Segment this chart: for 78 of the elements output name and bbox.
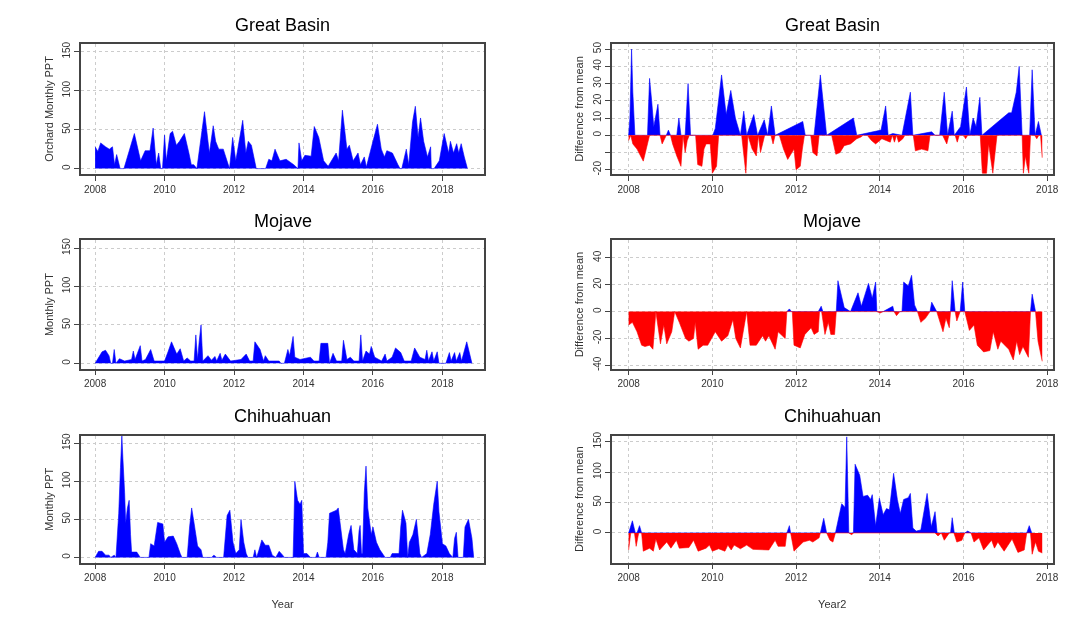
- x-tick-label: 2018: [431, 378, 454, 390]
- x-tick-label: 2014: [868, 378, 892, 390]
- y-axis-title: Difference from mean: [573, 251, 586, 358]
- x-tick-label: 2014: [868, 183, 892, 195]
- chart-title: Great Basin: [235, 15, 331, 35]
- y-tick-label: 100: [61, 276, 73, 294]
- x-tick-label: 2012: [784, 183, 808, 195]
- y-tick-label: 100: [61, 80, 73, 98]
- x-tick-label: 2014: [292, 378, 316, 390]
- x-axis-title: Year: [271, 598, 295, 611]
- x-tick-label: 2016: [361, 378, 385, 390]
- x-tick-label: 2010: [701, 183, 724, 195]
- y-tick-label: 10: [592, 110, 604, 123]
- y-axis-title: Monthly PPT: [42, 272, 55, 337]
- x-tick-label: 2008: [617, 183, 641, 195]
- x-tick-label: 2010: [153, 378, 177, 390]
- y-tick-label: 40: [592, 58, 604, 71]
- y-tick-label: 50: [61, 511, 73, 524]
- x-tick-label: 2012: [784, 378, 808, 390]
- x-tick-label: 2018: [1036, 572, 1059, 584]
- y-tick-label: 0: [61, 358, 73, 365]
- x-tick-label: 2008: [83, 378, 107, 390]
- x-tick-label: 2016: [952, 378, 976, 390]
- y-tick-label: 50: [592, 495, 604, 507]
- chart-title: Chihuahuan: [784, 406, 882, 426]
- x-tick-label: 2014: [292, 572, 316, 584]
- x-tick-label: 2014: [868, 572, 892, 584]
- y-axis-title: Monthly PPT: [42, 467, 55, 531]
- chart-title: Mojave: [254, 211, 313, 231]
- y-axis-title: Difference from mean: [573, 446, 586, 552]
- x-tick-label: 2010: [701, 572, 724, 584]
- y-tick-label: 0: [592, 306, 604, 313]
- y-tick-label: 100: [592, 461, 604, 479]
- x-tick-label: 2016: [952, 572, 976, 584]
- x-tick-label: 2018: [1036, 378, 1059, 390]
- y-tick-label: 20: [592, 277, 604, 289]
- x-tick-label: 2014: [292, 183, 316, 195]
- y-tick-label: 20: [592, 93, 604, 105]
- x-tick-label: 2018: [431, 572, 454, 584]
- x-tick-label: 2018: [431, 183, 454, 195]
- x-axis-title: Year2: [818, 598, 847, 611]
- y-tick-label: 150: [61, 41, 73, 59]
- x-tick-label: 2010: [153, 183, 177, 195]
- y-tick-label: 40: [592, 250, 604, 262]
- x-tick-label: 2012: [222, 572, 246, 584]
- y-tick-label: 150: [61, 432, 73, 451]
- x-tick-label: 2012: [222, 183, 246, 195]
- x-tick-label: 2010: [153, 572, 177, 584]
- y-axis-title: Difference from mean: [573, 56, 586, 162]
- y-tick-label: 50: [61, 317, 73, 329]
- y-tick-label: 50: [61, 122, 73, 134]
- x-tick-label: 2012: [784, 572, 808, 584]
- x-tick-label: 2010: [701, 378, 724, 390]
- y-tick-label: -20: [592, 329, 604, 345]
- x-tick-label: 2008: [83, 183, 107, 195]
- y-tick-label: 0: [61, 163, 73, 170]
- x-tick-label: 2016: [952, 183, 976, 195]
- y-tick-label: 0: [592, 528, 604, 535]
- x-tick-label: 2016: [361, 183, 385, 195]
- y-axis-title: Orchard Monthly PPT: [42, 55, 55, 162]
- y-tick-label: 150: [592, 431, 604, 449]
- y-tick-label: 50: [592, 41, 604, 54]
- x-tick-label: 2008: [617, 572, 641, 584]
- x-tick-label: 2008: [83, 572, 107, 584]
- x-tick-label: 2008: [617, 378, 641, 390]
- chart-title: Great Basin: [785, 15, 881, 35]
- y-tick-label: 100: [61, 471, 73, 489]
- chart-title: Mojave: [803, 211, 862, 231]
- y-tick-label: 150: [61, 237, 73, 255]
- y-tick-label: 0: [592, 130, 604, 137]
- x-tick-label: 2018: [1036, 183, 1059, 195]
- y-tick-label: -40: [592, 356, 604, 372]
- y-tick-label: -20: [592, 160, 604, 176]
- x-tick-label: 2016: [361, 572, 385, 584]
- x-tick-label: 2012: [222, 378, 246, 390]
- y-tick-label: 0: [61, 552, 73, 559]
- y-tick-label: 30: [592, 76, 604, 88]
- chart-title: Chihuahuan: [234, 406, 332, 426]
